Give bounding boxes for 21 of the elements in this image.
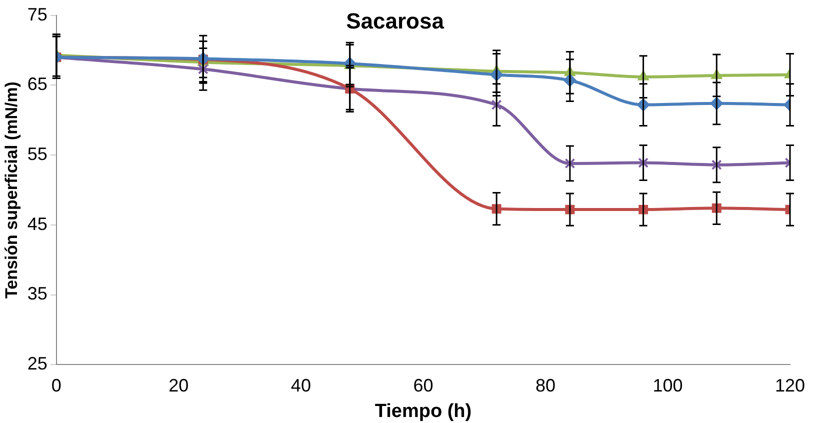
x-tick-label: 100 bbox=[652, 375, 683, 396]
y-axis-title: Tensión superficial (mN/m) bbox=[2, 82, 21, 298]
y-tick-label: 25 bbox=[27, 354, 48, 374]
x-tick-label: 40 bbox=[290, 375, 311, 396]
point bbox=[711, 160, 722, 170]
y-tick-label: 45 bbox=[27, 214, 48, 234]
y-tick-label: 75 bbox=[27, 4, 48, 24]
y-tick-label: 65 bbox=[27, 74, 48, 94]
x-tick-label: 0 bbox=[51, 375, 62, 396]
x-tick-label: 60 bbox=[413, 375, 434, 396]
point bbox=[564, 158, 576, 169]
y-tick-label: 55 bbox=[27, 144, 48, 164]
point bbox=[638, 158, 649, 168]
y-tick-label: 35 bbox=[27, 284, 48, 304]
x-axis-title: Tiempo (h) bbox=[374, 400, 472, 422]
x-tick-label: 20 bbox=[168, 375, 189, 396]
point bbox=[491, 100, 502, 110]
point bbox=[198, 64, 208, 74]
x-tick-label: 120 bbox=[774, 375, 806, 396]
chart-title: Sacarosa bbox=[346, 8, 445, 34]
x-tick-label: 80 bbox=[535, 375, 556, 396]
